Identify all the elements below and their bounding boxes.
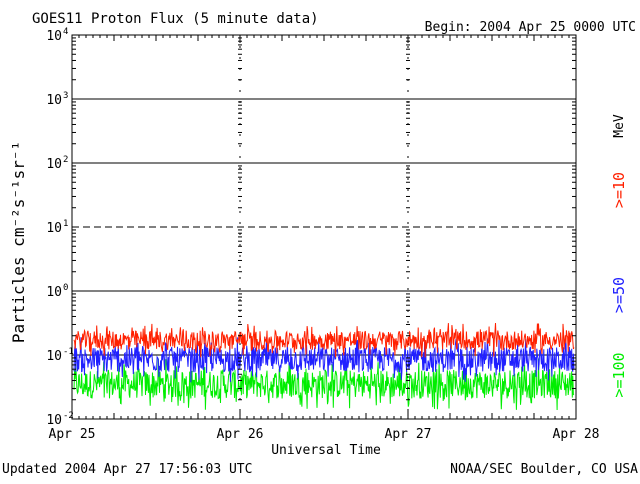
- series-line: [73, 337, 575, 383]
- y-tick-exponent: 2: [63, 155, 68, 165]
- x-tick-label: Apr 26: [217, 427, 264, 442]
- y-tick-exponent: 0: [63, 283, 68, 293]
- plot-frame: [71, 34, 577, 420]
- y-tick-exponent: 4: [63, 27, 68, 37]
- series-legend-label: >=100: [610, 352, 628, 397]
- begin-label: Begin: 2004 Apr 25 0000 UTC: [425, 20, 636, 35]
- y-tick-label: 10: [46, 157, 62, 172]
- updated-timestamp: Updated 2004 Apr 27 17:56:03 UTC: [2, 462, 252, 477]
- series-group: [73, 322, 575, 411]
- x-tick-label: Apr 25: [49, 427, 96, 442]
- chart-title: GOES11 Proton Flux (5 minute data): [32, 11, 319, 27]
- y-tick-label: 10: [46, 413, 62, 428]
- y-tick-exponent: 1: [63, 219, 68, 229]
- series-legend-label: >=10: [610, 172, 628, 208]
- source-credit: NOAA/SEC Boulder, CO USA: [450, 462, 638, 477]
- y-tick-label: 10: [46, 285, 62, 300]
- unit-label: MeV: [612, 114, 627, 138]
- y-tick-exponent: -2: [63, 411, 74, 421]
- series-line: [73, 358, 575, 411]
- y-tick-exponent: 3: [63, 91, 68, 101]
- y-tick-label: 10: [46, 221, 62, 236]
- y-tick-label: 10: [46, 29, 62, 44]
- y-tick-label: 10: [46, 93, 62, 108]
- series-line: [73, 322, 575, 358]
- y-axis-label: Particles cm⁻²s⁻¹sr⁻¹: [9, 141, 28, 343]
- axis-ticks: [71, 35, 577, 419]
- series-legend-label: >=50: [610, 277, 628, 313]
- x-axis-label: Universal Time: [271, 443, 381, 458]
- y-tick-label: 10: [46, 349, 62, 364]
- x-tick-labels: Apr 25 Apr 26 Apr 27 Apr 28: [49, 427, 600, 442]
- x-tick-label: Apr 28: [553, 427, 600, 442]
- energy-legend: >=10 >=50 >=100 MeV: [610, 114, 628, 397]
- x-tick-label: Apr 27: [385, 427, 432, 442]
- y-tick-exponent: -1: [63, 347, 74, 357]
